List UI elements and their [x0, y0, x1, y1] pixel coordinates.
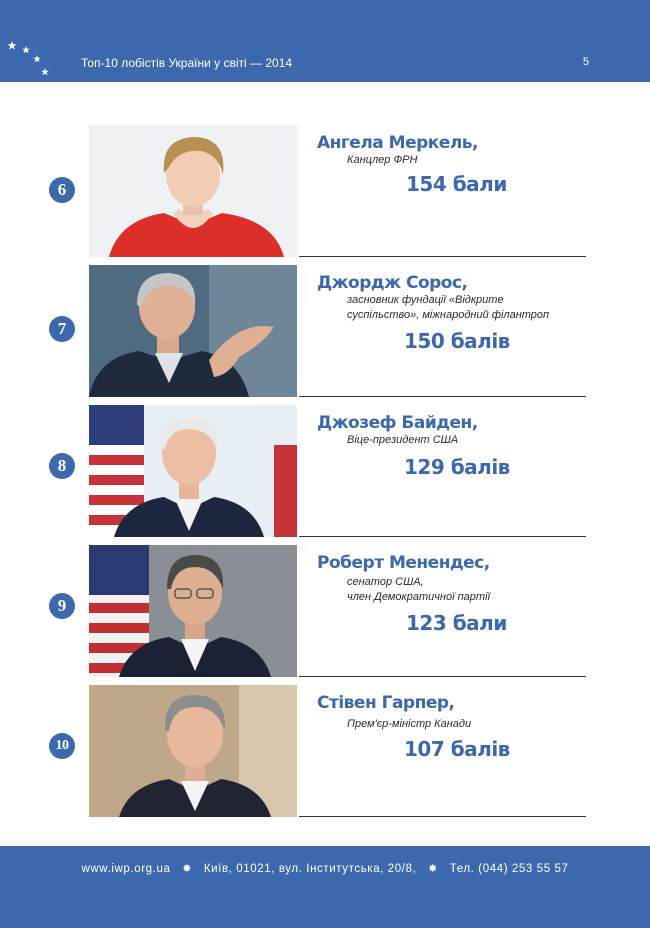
score: 154 бали: [406, 172, 507, 196]
rank-badge: 9: [49, 593, 75, 619]
footer-bullet-icon: ✸: [182, 863, 193, 875]
portrait-photo: [89, 685, 297, 817]
page-number: 5: [582, 56, 589, 68]
divider-line: [299, 256, 586, 257]
rank-badge: 6: [49, 177, 75, 203]
ranking-entry-10: 10 Стівен Гарпер, Прем'єр-міністр Канади…: [0, 685, 650, 825]
portrait-photo: [89, 125, 297, 257]
person-name: Роберт Менендес,: [317, 553, 490, 573]
footer-phone: Тел. (044) 253 55 57: [449, 863, 569, 875]
person-role: сенатор США, член Демократичної партії: [347, 576, 490, 603]
page-header: Топ-10 лобістів України у світі — 2014 5: [0, 0, 650, 82]
person-role: засновник фундації «Відкрите суспільство…: [347, 294, 550, 321]
ranking-entry-8: 8 Джозеф Байден, Віце-президент США 129 …: [0, 405, 650, 545]
portrait-photo: [89, 265, 297, 397]
footer-website-link[interactable]: www.iwp.org.ua: [81, 863, 171, 875]
person-role: Віце-президент США: [347, 434, 459, 446]
ranking-entry-6: 6 Ангела Меркель, Канцлер ФРН 154 бали: [0, 125, 650, 265]
person-name: Ангела Меркель,: [317, 133, 479, 153]
score: 123 бали: [406, 611, 507, 635]
divider-line: [299, 676, 586, 677]
ranking-entry-7: 7 Джордж Сорос, засновник фундації «Відк…: [0, 265, 650, 405]
divider-line: [299, 536, 586, 537]
footer-address: Київ, 01021, вул. Інститутська, 20/8,: [203, 863, 417, 875]
person-name: Джордж Сорос,: [317, 273, 468, 293]
score: 129 балів: [404, 455, 510, 479]
person-name: Джозеф Байден,: [317, 413, 478, 433]
rank-badge: 10: [49, 733, 75, 759]
rank-badge: 8: [49, 453, 75, 479]
person-name: Стівен Гарпер,: [317, 693, 455, 713]
score: 150 балів: [404, 329, 510, 353]
person-role: Прем'єр-міністр Канади: [347, 718, 472, 730]
divider-line: [299, 396, 586, 397]
portrait-photo: [89, 545, 297, 677]
stars-decoration-icon: [7, 41, 49, 76]
footer-bullet-icon: ✸: [428, 863, 438, 875]
portrait-photo: [89, 405, 297, 537]
divider-line: [299, 816, 586, 817]
header-title: Топ-10 лобістів України у світі — 2014: [81, 56, 293, 70]
footer-contacts: www.iwp.org.ua ✸ Київ, 01021, вул. Інсти…: [0, 862, 650, 875]
page-footer: www.iwp.org.ua ✸ Київ, 01021, вул. Інсти…: [0, 846, 650, 928]
rank-badge: 7: [49, 316, 75, 342]
score: 107 балів: [404, 737, 510, 761]
person-role: Канцлер ФРН: [347, 154, 418, 166]
ranking-entry-9: 9 Роберт Менендес, сенатор США, член Дем…: [0, 545, 650, 685]
